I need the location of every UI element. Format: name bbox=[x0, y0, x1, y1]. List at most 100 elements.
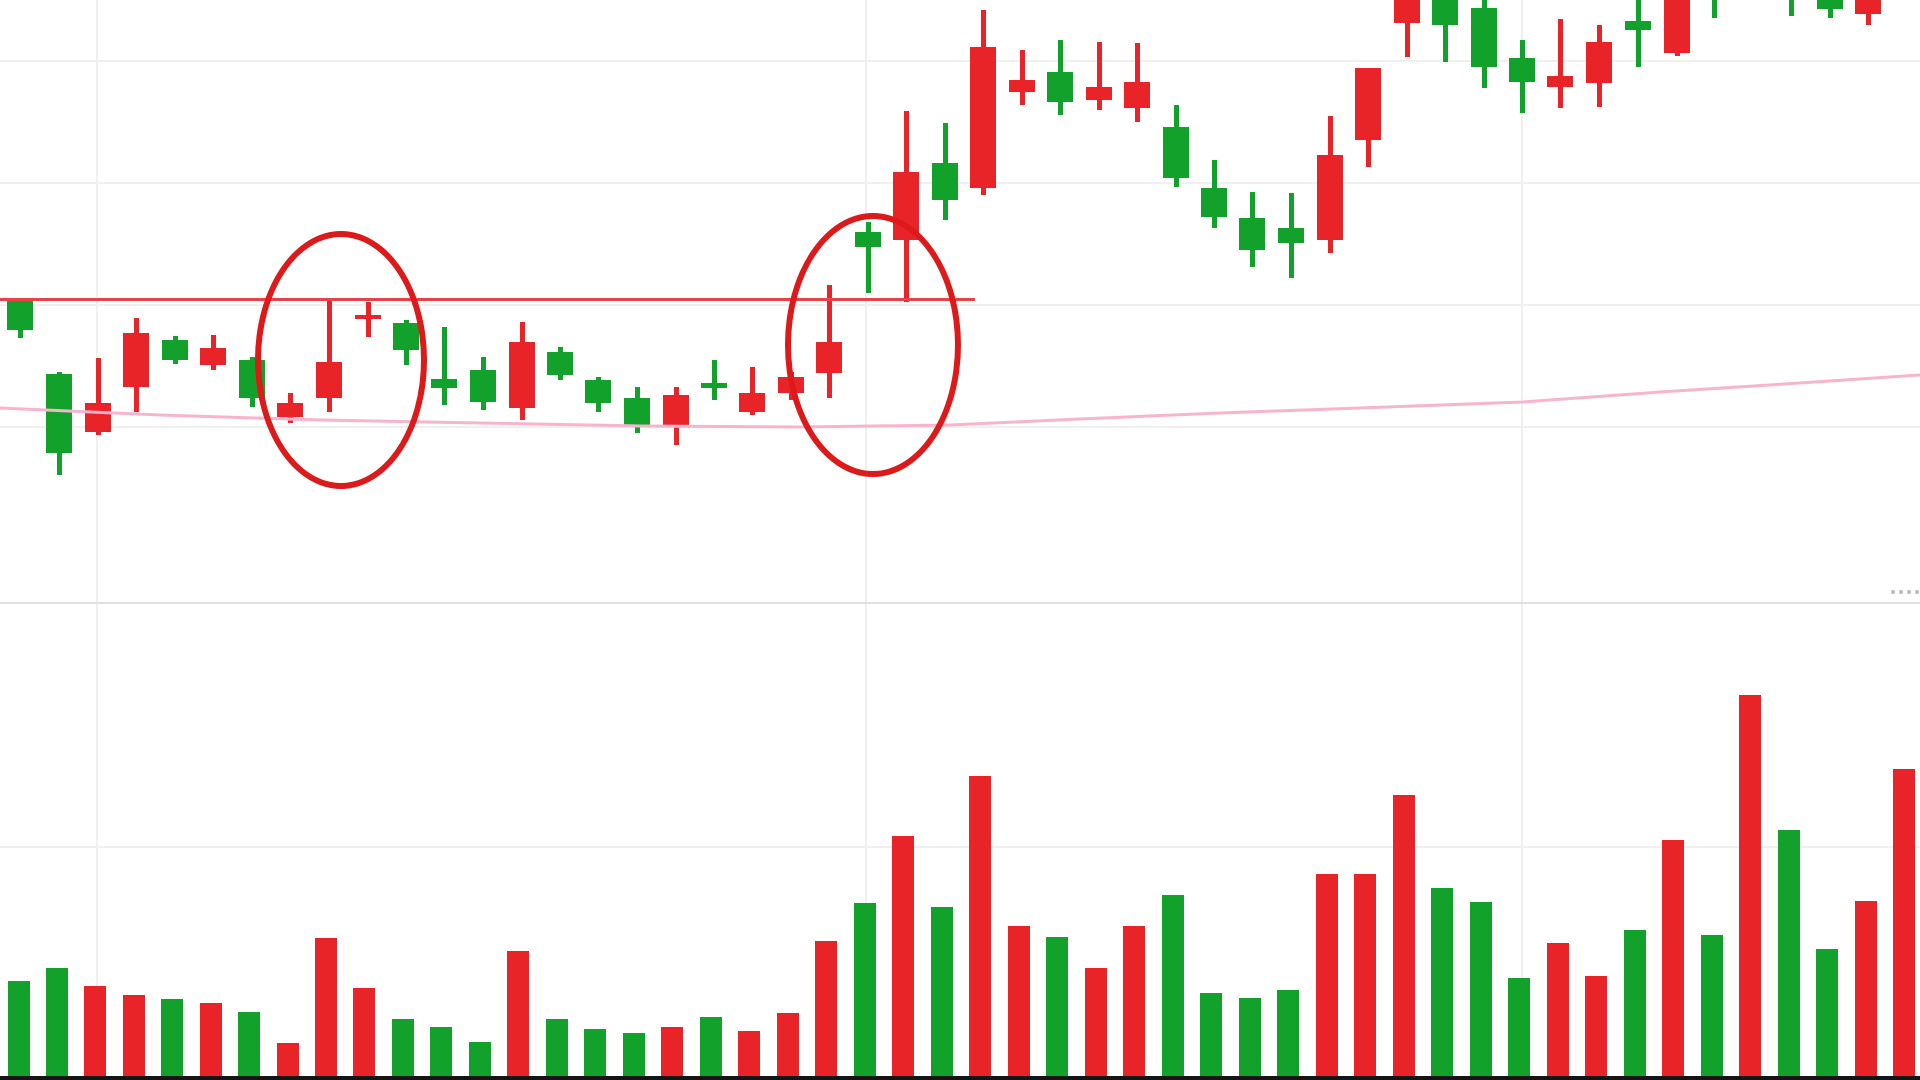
candle-body bbox=[46, 374, 72, 453]
candle-body bbox=[547, 352, 573, 375]
candle-wick bbox=[1557, 19, 1563, 108]
volume-bar bbox=[1354, 874, 1376, 1078]
volume-bar bbox=[1701, 935, 1723, 1078]
highlight-ellipse-annotation bbox=[255, 231, 427, 489]
candle-body bbox=[1547, 76, 1573, 87]
candle-body bbox=[85, 403, 111, 432]
horizontal-gridline bbox=[0, 426, 1920, 428]
volume-bar bbox=[1008, 926, 1030, 1078]
candle-body bbox=[1625, 21, 1651, 30]
candle-body bbox=[1432, 0, 1458, 25]
bottom-bar bbox=[0, 1076, 1920, 1080]
candle-body bbox=[1239, 218, 1265, 250]
volume-horizontal-gridline bbox=[0, 846, 1920, 848]
vertical-gridline bbox=[865, 0, 867, 1080]
candle-wick bbox=[1711, 0, 1717, 18]
candle-wick bbox=[1788, 0, 1794, 16]
candle-body bbox=[200, 348, 226, 365]
candle-body bbox=[1855, 0, 1881, 14]
candle-body bbox=[624, 398, 650, 425]
volume-bar bbox=[315, 938, 337, 1078]
candle-body bbox=[1817, 0, 1843, 9]
candle-body bbox=[123, 333, 149, 387]
volume-bar bbox=[700, 1017, 722, 1078]
candle-body bbox=[1009, 80, 1035, 92]
candle-body bbox=[1278, 228, 1304, 243]
candle-body bbox=[585, 380, 611, 403]
volume-bar bbox=[546, 1019, 568, 1078]
resize-handle-dot[interactable] bbox=[1907, 590, 1911, 594]
volume-bar bbox=[84, 986, 106, 1078]
volume-bar bbox=[1277, 990, 1299, 1078]
volume-bar bbox=[1431, 888, 1453, 1078]
horizontal-gridline bbox=[0, 60, 1920, 62]
candle-body bbox=[739, 393, 765, 412]
panel-separator-line bbox=[0, 602, 1920, 604]
candle-body bbox=[1201, 188, 1227, 217]
volume-bar bbox=[815, 941, 837, 1078]
candle-body bbox=[1124, 82, 1150, 108]
candle-body bbox=[1317, 155, 1343, 240]
volume-bar bbox=[1162, 895, 1184, 1078]
resize-handle-dot[interactable] bbox=[1899, 590, 1903, 594]
candle-body bbox=[932, 163, 958, 200]
volume-bar bbox=[8, 981, 30, 1078]
volume-bar bbox=[1893, 769, 1915, 1078]
candle-wick bbox=[749, 367, 755, 415]
volume-bar bbox=[1816, 949, 1838, 1078]
volume-bar bbox=[392, 1019, 414, 1078]
candle-body bbox=[1471, 8, 1497, 67]
candle-body bbox=[162, 340, 188, 360]
volume-bar bbox=[353, 988, 375, 1078]
candle-wick bbox=[95, 358, 101, 435]
volume-bar bbox=[1855, 901, 1877, 1078]
volume-bar bbox=[1547, 943, 1569, 1078]
candle-wick bbox=[1019, 50, 1025, 105]
candle-body bbox=[1586, 42, 1612, 83]
vertical-gridline bbox=[1521, 0, 1523, 1080]
volume-bar bbox=[238, 1012, 260, 1078]
volume-bar bbox=[430, 1027, 452, 1078]
candle-body bbox=[970, 47, 996, 188]
candle-body bbox=[1163, 127, 1189, 178]
volume-bar bbox=[1662, 840, 1684, 1078]
volume-bar bbox=[161, 999, 183, 1078]
candle-body bbox=[1086, 87, 1112, 100]
volume-bar bbox=[931, 907, 953, 1078]
resize-handle-dot[interactable] bbox=[1915, 590, 1919, 594]
volume-bar bbox=[1508, 978, 1530, 1078]
resize-handle-dot[interactable] bbox=[1891, 590, 1895, 594]
volume-bar bbox=[854, 903, 876, 1078]
volume-bar bbox=[46, 968, 68, 1078]
candle-body bbox=[701, 383, 727, 388]
volume-bar bbox=[1085, 968, 1107, 1078]
candle-wick bbox=[1404, 0, 1410, 57]
volume-bar bbox=[738, 1031, 760, 1078]
candle-wick bbox=[1442, 0, 1448, 62]
volume-bar bbox=[1123, 926, 1145, 1078]
horizontal-gridline bbox=[0, 304, 1920, 306]
candle-body bbox=[663, 395, 689, 427]
volume-bar bbox=[1585, 976, 1607, 1078]
candle-body bbox=[1355, 68, 1381, 140]
volume-bar bbox=[661, 1027, 683, 1078]
candle-body bbox=[509, 342, 535, 408]
candle-body bbox=[1664, 0, 1690, 53]
vertical-gridline bbox=[96, 0, 98, 1080]
candle-body bbox=[470, 370, 496, 402]
horizontal-gridline bbox=[0, 182, 1920, 184]
volume-bar bbox=[1778, 830, 1800, 1078]
volume-bar bbox=[123, 995, 145, 1078]
candle-body bbox=[1394, 0, 1420, 23]
highlight-ellipse-annotation bbox=[785, 213, 961, 477]
volume-bar bbox=[584, 1029, 606, 1078]
volume-bar bbox=[1316, 874, 1338, 1078]
volume-bar bbox=[1200, 993, 1222, 1078]
volume-bar bbox=[1624, 930, 1646, 1078]
candle-body bbox=[1509, 58, 1535, 82]
